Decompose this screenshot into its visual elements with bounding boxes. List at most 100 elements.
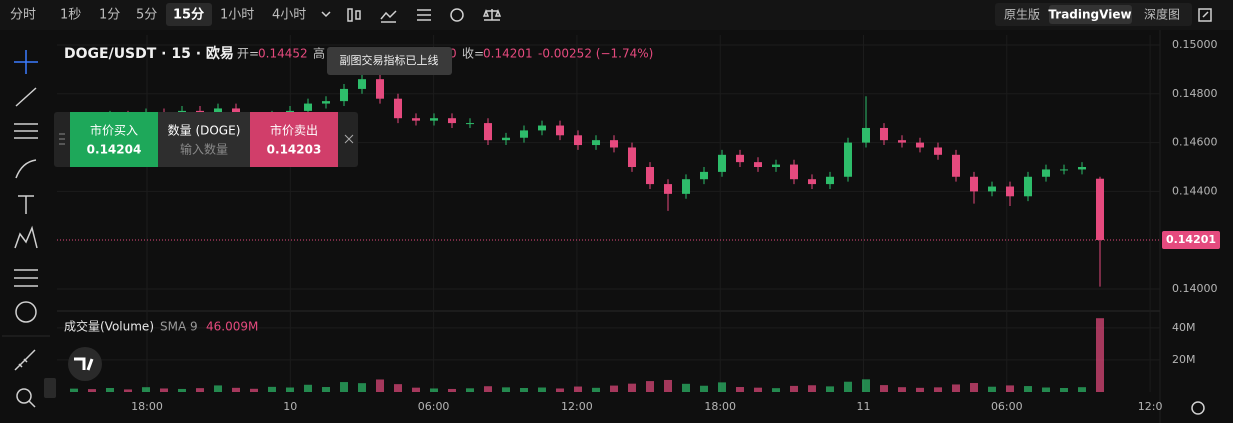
x-tick-label: 18:00 — [131, 400, 163, 413]
volume-bar — [592, 387, 600, 392]
dropdown-icon[interactable] — [321, 11, 331, 18]
trade-panel: 市价买入 0.14204 数量 (DOGE) 输入数量 市价卖出 0.14203 — [54, 112, 358, 167]
volume-bar — [736, 387, 744, 392]
candle-body — [592, 140, 600, 146]
text-tool[interactable] — [18, 195, 34, 214]
x-tick-label: 12:00 — [561, 400, 593, 413]
sell-button[interactable] — [250, 112, 338, 167]
view-tab[interactable]: TradingView — [1048, 8, 1131, 22]
crosshair-tool[interactable] — [14, 50, 38, 74]
candle-body — [826, 176, 834, 185]
hidden-tail: 0 — [449, 47, 457, 61]
ruler-tool[interactable] — [14, 349, 36, 371]
interval[interactable]: 15分 — [173, 7, 204, 23]
high-label: 高 — [313, 46, 325, 61]
volume-bar — [178, 388, 186, 392]
prediction-tool[interactable] — [14, 269, 38, 287]
candle-body — [880, 127, 888, 141]
volume-bar — [970, 383, 978, 392]
view-tab[interactable]: 深度图 — [1144, 7, 1180, 22]
candle-body — [1078, 167, 1086, 170]
volume-bar — [628, 383, 636, 392]
volume-bar — [214, 385, 222, 392]
settings-list-icon[interactable] — [417, 9, 431, 21]
candle-icon[interactable] — [347, 8, 353, 22]
zoom-tool[interactable] — [16, 388, 32, 404]
candle-body — [520, 130, 528, 138]
candle-body — [862, 127, 870, 143]
volume-bar — [664, 379, 672, 392]
candle-body — [628, 147, 636, 168]
x-tick-label: 06:00 — [991, 400, 1023, 413]
interval[interactable]: 1分 — [99, 8, 120, 23]
candle-body — [700, 171, 708, 180]
candle-body — [304, 103, 312, 111]
sell-label: 市价卖出 — [270, 123, 318, 138]
line-tool[interactable] — [15, 87, 37, 107]
brush-tool[interactable] — [15, 159, 37, 179]
candle-body — [664, 184, 672, 194]
compare-icon[interactable] — [482, 8, 502, 21]
interval[interactable]: 4小时 — [272, 8, 306, 23]
volume-bar — [268, 386, 276, 392]
interval[interactable]: 分时 — [10, 8, 36, 23]
candle-body — [1096, 178, 1104, 240]
buy-label: 市价买入 — [90, 123, 138, 138]
candle-body — [952, 154, 960, 177]
sell-price: 0.14203 — [267, 143, 322, 157]
candle-body — [358, 79, 366, 89]
qty-input[interactable] — [158, 112, 250, 167]
candle-body — [538, 125, 546, 131]
volume-bar — [160, 388, 168, 392]
candle-body — [736, 154, 744, 163]
buy-price: 0.14204 — [87, 143, 142, 157]
sidebar — [2, 50, 50, 408]
volume-bar — [88, 389, 96, 392]
gear-icon[interactable] — [450, 8, 464, 22]
scroll-left[interactable] — [44, 378, 56, 398]
candle-body — [988, 186, 996, 192]
candle-body — [574, 135, 582, 146]
y-tick-label: 0.14600 — [1172, 136, 1218, 149]
fib-tool[interactable] — [14, 123, 38, 139]
close-label: 收= — [462, 47, 484, 61]
volume-bar — [304, 384, 312, 392]
interval[interactable]: 1秒 — [60, 8, 81, 23]
candle-body — [916, 142, 924, 148]
volume-bar — [232, 387, 240, 392]
candle-body — [394, 98, 402, 119]
emoji-tool[interactable] — [15, 301, 37, 323]
y-tick-label: 0.15000 — [1172, 38, 1218, 51]
volume-sma: SMA 9 — [160, 320, 198, 334]
view-tab[interactable]: 原生版 — [1004, 8, 1040, 22]
pattern-tool[interactable] — [14, 225, 38, 249]
volume-bar — [988, 386, 996, 392]
candle-icon[interactable] — [355, 10, 361, 20]
volume-bar — [466, 388, 474, 392]
buy-button[interactable] — [70, 112, 158, 167]
open-value: 0.14452 — [258, 47, 308, 61]
zoom-tool[interactable] — [28, 400, 36, 408]
volume-bar — [358, 383, 366, 392]
candle-body — [484, 123, 492, 141]
interval[interactable]: 5分 — [136, 8, 157, 23]
axis-settings[interactable] — [1191, 401, 1205, 415]
candle-body — [610, 140, 618, 148]
toolbar-icons — [347, 8, 502, 23]
tooltip-box — [327, 47, 452, 75]
candle-body — [448, 118, 456, 124]
interval[interactable]: 1小时 — [220, 8, 254, 23]
candle-body — [898, 140, 906, 143]
indicator-icon[interactable] — [380, 10, 397, 23]
grip — [59, 133, 65, 145]
fullscreen-icon[interactable] — [1198, 8, 1212, 22]
x-tick-label: 10 — [283, 400, 297, 413]
interval-group: 分时 1秒 1分 5分 15分 1小时 4小时 — [10, 7, 306, 23]
candle-body — [1042, 169, 1050, 177]
candle-body — [322, 101, 330, 104]
volume-bar — [448, 388, 456, 392]
close-icon[interactable] — [344, 134, 354, 144]
candle-body — [646, 167, 654, 185]
x-tick-label: 18:00 — [704, 400, 736, 413]
candle-body — [502, 137, 510, 141]
